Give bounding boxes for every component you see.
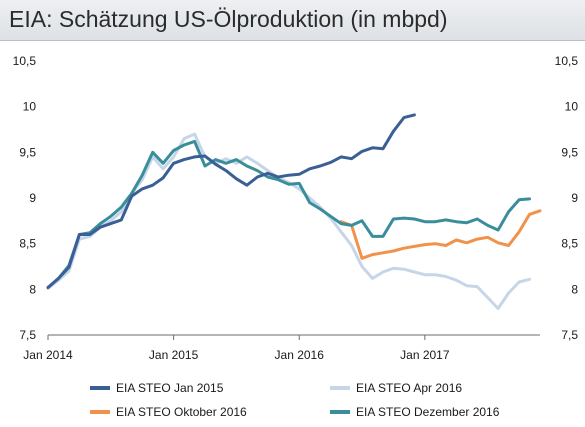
title-bar: EIA: Schätzung US-Ölproduktion (in mbpd) [0, 0, 585, 41]
y-tick-label-left: 9,5 [19, 145, 36, 159]
legend-label: EIA STEO Dezember 2016 [356, 405, 500, 419]
chart-title: EIA: Schätzung US-Ölproduktion (in mbpd) [9, 6, 448, 32]
x-tick-label: Jan 2017 [400, 348, 450, 362]
series-line-3 [339, 209, 542, 260]
x-tick-label: Jan 2016 [275, 348, 325, 362]
series-line-1 [46, 113, 416, 289]
y-tick-label-left: 9 [29, 191, 36, 205]
x-tick-label: Jan 2014 [23, 348, 73, 362]
y-tick-label-left: 10 [23, 100, 37, 114]
series-line-4 [46, 139, 531, 289]
y-tick-label-right: 9 [571, 191, 578, 205]
y-tick-label-left: 8 [29, 282, 36, 296]
legend: EIA STEO Jan 2015 EIA STEO Apr 2016 EIA ST… [90, 381, 500, 419]
legend-label: EIA STEO Oktober 2016 [116, 405, 247, 419]
y-tick-label-right: 8 [571, 282, 578, 296]
y-tick-label-right: 9,5 [561, 145, 578, 159]
y-tick-label-right: 10 [565, 100, 579, 114]
y-axis-right: 7,5 8 8,5 9 9,5 10 10,5 [555, 54, 579, 342]
x-axis: Jan 2014 Jan 2015 Jan 2016 Jan 2017 [23, 335, 450, 362]
y-tick-label-right: 10,5 [555, 54, 579, 68]
y-tick-label-left: 7,5 [19, 328, 36, 342]
y-tick-label-right: 8,5 [561, 237, 578, 251]
legend-label: EIA STEO Apr 2016 [356, 381, 462, 395]
y-tick-label-right: 7,5 [561, 328, 578, 342]
y-tick-label-left: 8,5 [19, 237, 36, 251]
series-lines [46, 113, 542, 310]
y-tick-label-left: 10,5 [13, 54, 37, 68]
legend-label: EIA STEO Jan 2015 [116, 381, 224, 395]
y-axis-left: 7,5 8 8,5 9 9,5 10 10,5 [13, 54, 37, 342]
x-tick-label: Jan 2015 [149, 348, 199, 362]
